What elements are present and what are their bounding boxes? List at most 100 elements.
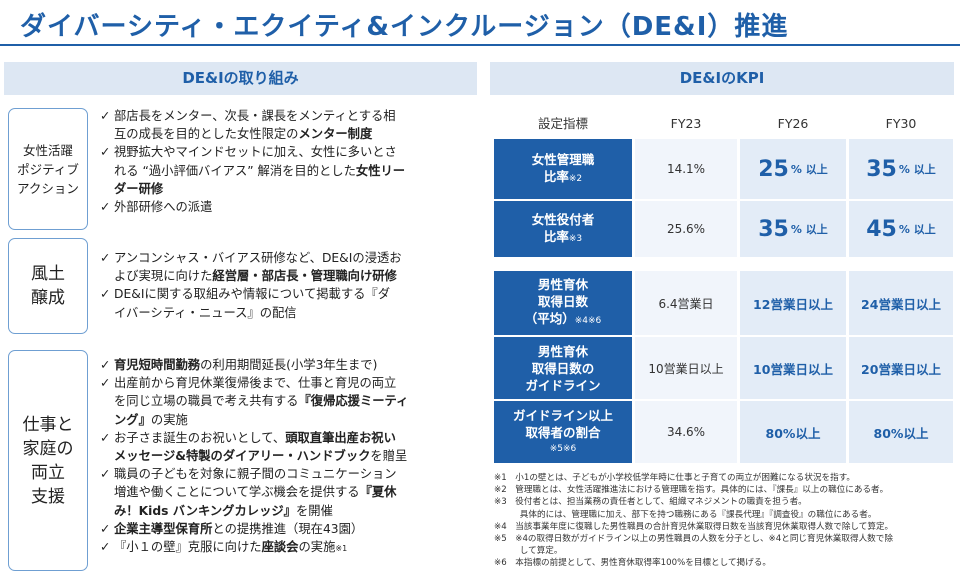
kpi-label-female-manager: 女性管理職 比率※2 xyxy=(494,139,632,199)
kpi-value: 35% 以上 xyxy=(740,201,846,257)
list-item: ✓ 出産前から育児休業復帰後まで、仕事と育児の両立 を同じ立場の職員で考え共有す… xyxy=(100,374,480,429)
line: DE&Iに関する取組みや情報について掲載する『ダ xyxy=(114,287,391,302)
value-suffix: % 以上 xyxy=(898,223,936,236)
value-text: 12営業日以上 xyxy=(753,296,833,312)
kpi-value: 25.6% xyxy=(635,201,737,257)
page-title: ダイバーシティ・エクイティ&インクルージョン（DE&I）推進 xyxy=(20,12,789,42)
footnotes: ※1 小1の壁とは、子どもが小学校低学年時に仕事と子育ての両立が困難になる状況を… xyxy=(494,472,956,570)
footnote-ref: ※4※6 xyxy=(574,316,602,326)
kpi-value: 45% 以上 xyxy=(849,201,953,257)
emphasis: 企業主導型保育所 xyxy=(114,521,213,536)
footnote: ※6 本指標の前提として、男性育休取得率100%を目標として掲げる。 xyxy=(494,558,771,569)
label-line: 男性育休 xyxy=(537,343,588,359)
kpi-value: 20営業日以上 xyxy=(849,337,953,399)
text: の実施 xyxy=(150,412,188,427)
col-header-indicator: 設定指標 xyxy=(537,116,588,131)
label-line: 女性役付者 xyxy=(531,211,595,227)
kpi-header: DE&IのKPI xyxy=(490,62,954,95)
emphasis: 『夏休 xyxy=(359,485,397,500)
footnote-ref: ※1 xyxy=(335,544,348,554)
emphasis: 育児短時間勤務 xyxy=(114,358,201,372)
kpi-value: 34.6% xyxy=(635,401,737,463)
line: 互の成長を目的とした女性限定のメンター制度 xyxy=(114,125,480,143)
value-text: 10営業日以上 xyxy=(753,361,833,377)
label-line: 比率※3 xyxy=(544,228,582,248)
emphasis: メンター制度 xyxy=(298,127,373,142)
footnote-ref: ※3 xyxy=(568,233,583,244)
kpi-value: 25% 以上 xyxy=(740,139,846,199)
text: 比率 xyxy=(543,228,569,244)
text: との提携推進（現在43園） xyxy=(212,521,364,536)
line: お子さま誕生のお祝いとして、頭取直筆出産お祝い xyxy=(114,429,480,447)
line: 出産前から育児休業復帰後まで、仕事と育児の両立 xyxy=(114,376,397,391)
kpi-value: 35% 以上 xyxy=(849,139,953,199)
text: を贈呈 xyxy=(370,449,408,464)
kpi-value: 10営業日以上 xyxy=(635,337,737,399)
footnote-ref: ※2 xyxy=(568,173,583,184)
category-line: アクション xyxy=(17,180,79,196)
kpi-value: 6.4営業日 xyxy=(635,271,737,335)
kpi-label-guideline-ratio: ガイドライン以上 取得者の割合 ※5※6 xyxy=(494,401,632,463)
footnote: して算定。 xyxy=(494,546,563,557)
kpi-label-male-leave-guideline: 男性育休 取得日数の ガイドライン xyxy=(494,337,632,399)
check-icon: ✓ xyxy=(100,521,111,536)
emphasis: 経営層・部店長・管理職向け研修 xyxy=(212,269,397,284)
kpi-value: 12営業日以上 xyxy=(740,271,846,335)
line: 『小１の壁』克服に向けた座談会の実施※1 xyxy=(114,538,480,558)
kpi-value: 24営業日以上 xyxy=(849,271,953,335)
emphasis: 座談会 xyxy=(261,540,299,555)
col-header-fy26: FY26 xyxy=(777,116,809,131)
check-icon: ✓ xyxy=(100,430,111,445)
col-header-fy30: FY30 xyxy=(885,116,917,131)
category-line: 醸成 xyxy=(31,288,65,308)
value-suffix: % 以上 xyxy=(898,163,936,176)
check-icon: ✓ xyxy=(100,540,111,555)
line: を同じ立場の職員で考え共有する『復帰応援ミーティ xyxy=(114,392,480,410)
check-icon: ✓ xyxy=(100,467,111,482)
label-line: ガイドライン以上 xyxy=(512,407,613,423)
category-line: 両立 xyxy=(31,462,65,483)
category-women-positive-action: 女性活躍 ポジティブ アクション xyxy=(8,108,88,230)
list-item: ✓ 『小１の壁』克服に向けた座談会の実施※1 xyxy=(100,538,480,558)
value-text: 80%以上 xyxy=(765,425,821,441)
footnote: ※5 ※4の取得日数がガイドライン以上の男性職員の人数を分子とし、※4と同じ育児… xyxy=(494,534,893,545)
line: 企業主導型保育所との提携推進（現在43園） xyxy=(114,520,480,538)
category-line: 女性活躍 xyxy=(22,142,73,158)
value-text: 20営業日以上 xyxy=(861,361,941,377)
text: お子さま誕生のお祝いとして、 xyxy=(114,430,286,445)
category-culture: 風土 醸成 xyxy=(8,238,88,334)
emphasis: メッセージ&特製のダイアリー・ハンドブック xyxy=(114,449,371,464)
value-number: 35 xyxy=(758,216,789,242)
line: ダー研修 xyxy=(114,180,480,198)
category-line: 家庭の xyxy=(22,438,74,459)
list-item: ✓ アンコンシャス・バイアス研修など、DE&Iの浸透お よび実現に向けた経営層・… xyxy=(100,249,480,285)
text: 『小１の壁』克服に向けた xyxy=(114,540,262,555)
line: イバーシティ・ニュース』の配信 xyxy=(114,305,297,320)
value-number: 25 xyxy=(758,156,789,182)
category-line: 風土 xyxy=(31,264,65,284)
kpi-label-female-officer: 女性役付者 比率※3 xyxy=(494,201,632,257)
check-icon: ✓ xyxy=(100,109,111,123)
line: み！Kids バンキングカレッジ』を開催 xyxy=(114,502,480,520)
list-item: ✓ 部店長をメンター、次長・課長をメンティとする相 互の成長を目的とした女性限定… xyxy=(100,107,480,143)
kpi-value: 10営業日以上 xyxy=(740,337,846,399)
line: 外部研修への派遣 xyxy=(114,200,213,215)
line: メッセージ&特製のダイアリー・ハンドブックを贈呈 xyxy=(114,447,480,465)
footnote: ※4 当該事業年度に復職した男性職員の合計育児休業取得日数を当該育児休業取得人数… xyxy=(494,521,894,532)
category-line: 仕事と xyxy=(22,414,74,435)
footnote: 具体的には、管理職に加え、部下を持つ職務にある『課長代理』『調査役』の職位にある… xyxy=(494,509,877,520)
line: 職員の子どもを対象に親子間のコミュニケーション xyxy=(114,467,397,482)
women-action-list: ✓ 部店長をメンター、次長・課長をメンティとする相 互の成長を目的とした女性限定… xyxy=(100,107,480,216)
list-item: ✓ DE&Iに関する取組みや情報について掲載する『ダ イバーシティ・ニュース』の… xyxy=(100,285,480,321)
list-item: ✓ 育児短時間勤務の利用期間延長(小学3年生まで) xyxy=(100,356,480,374)
line: ング』の実施 xyxy=(114,411,480,429)
emphasis: み！Kids バンキングカレッジ』 xyxy=(114,503,296,518)
footnote: ※3 役付者とは、担当業務の責任者として、組織マネジメントの職責を担う者。 xyxy=(494,497,807,508)
text: を同じ立場の職員で考え共有する xyxy=(114,394,299,409)
line: 部店長をメンター、次長・課長をメンティとする相 xyxy=(114,109,396,123)
emphasis: ダー研修 xyxy=(114,181,164,196)
value-suffix: % 以上 xyxy=(790,223,828,236)
emphasis: 頭取直筆出産お祝い xyxy=(285,430,396,445)
label-line: 取得者の割合 xyxy=(525,424,601,440)
label-line: ガイドライン xyxy=(525,377,601,393)
